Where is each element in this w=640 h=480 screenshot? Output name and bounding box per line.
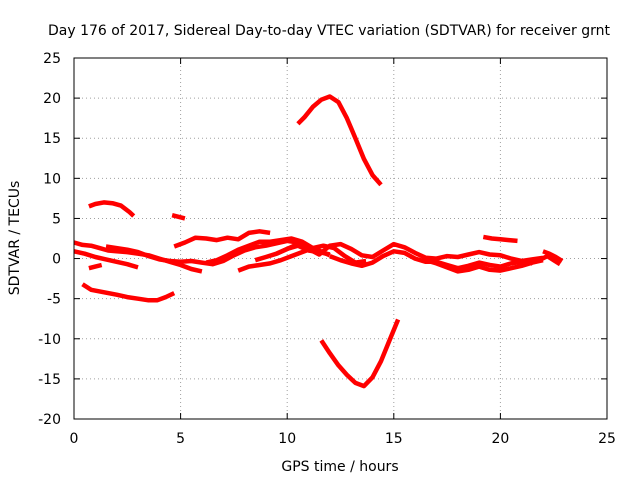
series-arc-right-n bbox=[539, 253, 562, 267]
axis-ticks bbox=[73, 57, 608, 420]
series-arc-mid-k bbox=[425, 258, 544, 274]
x-tick-label: 25 bbox=[598, 431, 616, 447]
data-series bbox=[73, 94, 564, 389]
series-arc-rise-g bbox=[237, 243, 367, 273]
y-tick-label: 15 bbox=[43, 131, 61, 147]
x-tick-labels: 0 5 10 15 20 25 bbox=[70, 431, 616, 447]
y-tick-label: 10 bbox=[43, 171, 61, 187]
series-arc-flat-c bbox=[88, 262, 103, 271]
x-axis-label: GPS time / hours bbox=[281, 459, 398, 475]
series-arc-right-l bbox=[482, 234, 518, 244]
y-tick-label: -10 bbox=[38, 332, 61, 348]
series-arc-right-m bbox=[542, 249, 564, 263]
x-tick-label: 20 bbox=[491, 431, 509, 447]
series-arc-rise-f bbox=[205, 236, 314, 265]
x-tick-label: 0 bbox=[70, 431, 79, 447]
chart-title: Day 176 of 2017, Sidereal Day-to-day VTE… bbox=[48, 23, 610, 39]
series-arc-mid-i bbox=[275, 241, 544, 264]
y-tick-label: 25 bbox=[43, 51, 61, 67]
series-arc-lower-left bbox=[81, 282, 176, 303]
y-tick-label: -20 bbox=[38, 412, 61, 428]
y-tick-label: -15 bbox=[38, 372, 61, 388]
series-arc-top-peak bbox=[296, 94, 383, 187]
y-tick-label: 0 bbox=[52, 252, 61, 268]
series-arc-upper-left bbox=[88, 200, 136, 218]
series-arc-bottom-trough bbox=[319, 318, 401, 389]
plot-frame bbox=[73, 57, 608, 420]
series-arc-short-5 bbox=[171, 213, 186, 221]
x-tick-label: 10 bbox=[278, 431, 296, 447]
series-arc-flat-b bbox=[73, 249, 139, 270]
series-arc-rise-e bbox=[173, 229, 271, 249]
y-tick-label: 20 bbox=[43, 91, 61, 107]
series-arc-flat-d bbox=[105, 238, 331, 267]
y-tick-labels: -20 -15 -10 -5 0 5 10 15 20 25 bbox=[38, 51, 61, 428]
y-tick-label: -5 bbox=[47, 292, 61, 308]
x-tick-label: 5 bbox=[176, 431, 185, 447]
y-axis-label: SDTVAR / TECUs bbox=[7, 181, 23, 296]
x-tick-label: 15 bbox=[385, 431, 403, 447]
y-tick-label: 5 bbox=[52, 211, 61, 227]
